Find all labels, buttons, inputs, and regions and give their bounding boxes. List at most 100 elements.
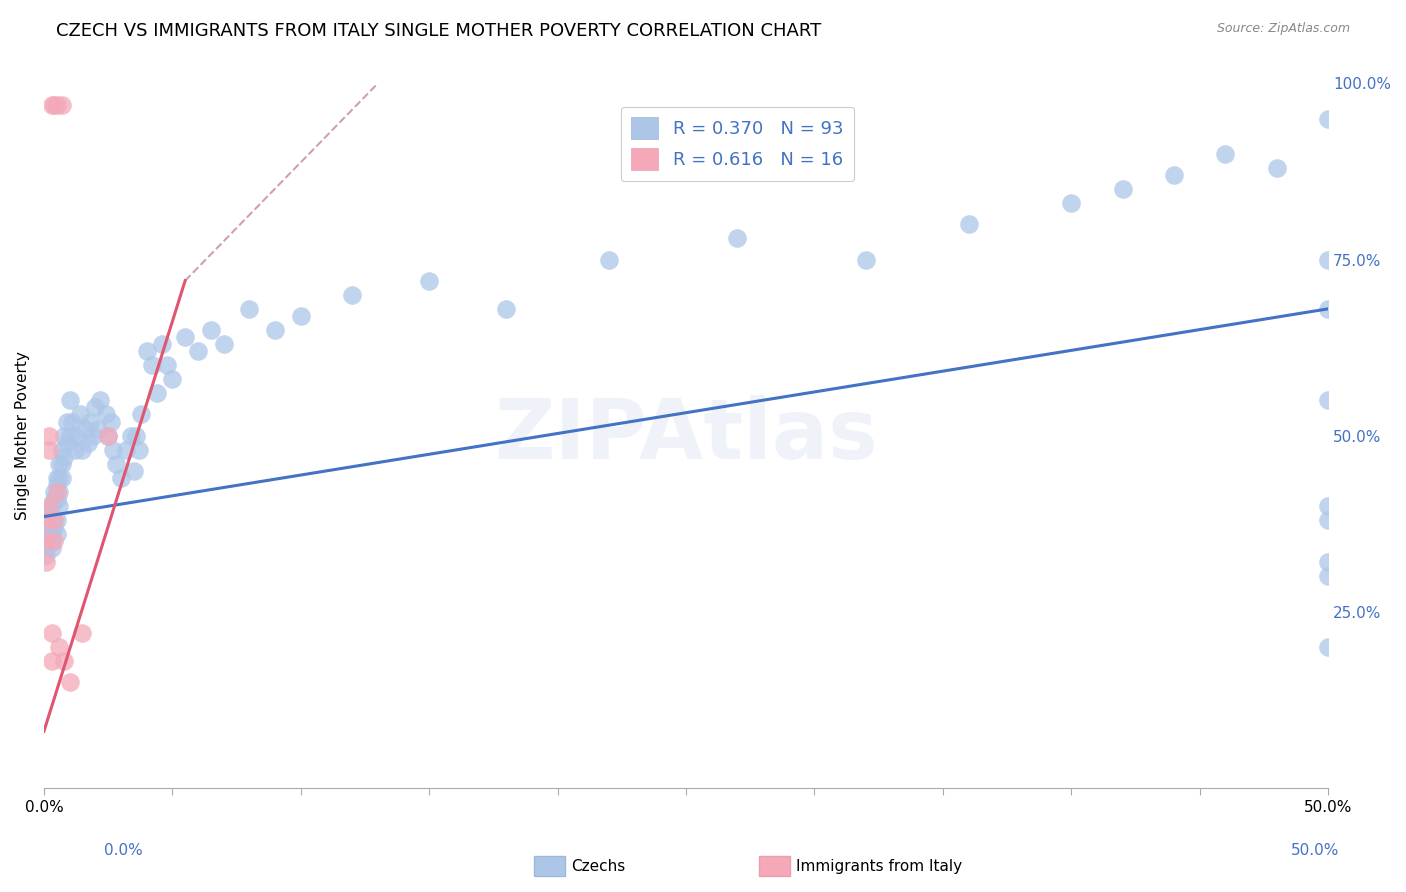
Point — [44, 513, 66, 527]
Point — [35, 549, 58, 563]
Point — [200, 323, 222, 337]
Point — [41, 499, 63, 513]
Point — [162, 372, 184, 386]
Point — [45, 471, 67, 485]
Point — [1317, 555, 1340, 569]
Point — [87, 421, 110, 435]
Point — [63, 442, 86, 457]
Point — [1215, 147, 1237, 161]
Point — [60, 415, 83, 429]
Point — [41, 625, 63, 640]
Point — [66, 428, 89, 442]
Point — [89, 393, 111, 408]
Point — [100, 415, 122, 429]
Point — [855, 252, 877, 267]
Point — [58, 675, 80, 690]
Point — [187, 344, 209, 359]
Point — [56, 415, 79, 429]
Point — [35, 541, 58, 556]
Text: 0.0%: 0.0% — [104, 843, 143, 858]
Point — [35, 527, 58, 541]
Point — [1317, 301, 1340, 316]
Point — [135, 344, 157, 359]
Point — [53, 654, 76, 668]
Point — [340, 287, 363, 301]
Point — [41, 534, 63, 549]
Point — [41, 541, 63, 556]
Point — [44, 97, 66, 112]
Point — [131, 408, 153, 422]
Point — [1317, 569, 1340, 583]
Point — [48, 499, 70, 513]
Point — [264, 323, 287, 337]
Text: Czechs: Czechs — [571, 859, 626, 873]
Point — [38, 520, 60, 534]
Point — [35, 513, 58, 527]
Point — [48, 640, 70, 654]
Point — [110, 471, 132, 485]
Point — [103, 442, 125, 457]
Point — [1060, 196, 1083, 211]
Y-axis label: Single Mother Poverty: Single Mother Poverty — [15, 351, 30, 520]
Point — [38, 442, 60, 457]
Point — [58, 393, 80, 408]
Point — [35, 513, 58, 527]
Point — [97, 428, 120, 442]
Point — [104, 457, 127, 471]
Point — [53, 428, 76, 442]
Point — [418, 274, 440, 288]
Point — [174, 330, 197, 344]
Point — [35, 555, 58, 569]
Text: 50.0%: 50.0% — [1291, 843, 1339, 858]
Point — [38, 527, 60, 541]
Point — [115, 442, 138, 457]
Point — [212, 337, 235, 351]
Point — [48, 471, 70, 485]
Point — [45, 478, 67, 492]
Point — [1317, 393, 1340, 408]
Legend: R = 0.370   N = 93, R = 0.616   N = 16: R = 0.370 N = 93, R = 0.616 N = 16 — [620, 106, 855, 181]
Point — [1317, 112, 1340, 126]
Point — [69, 408, 91, 422]
Point — [1317, 499, 1340, 513]
Point — [957, 217, 980, 231]
Point — [150, 337, 173, 351]
Text: Immigrants from Italy: Immigrants from Italy — [796, 859, 962, 873]
Point — [38, 499, 60, 513]
Point — [53, 450, 76, 464]
Point — [1265, 161, 1288, 175]
Point — [51, 442, 73, 457]
Point — [45, 485, 67, 500]
Point — [146, 386, 169, 401]
Point — [45, 513, 67, 527]
Point — [1163, 168, 1185, 182]
Point — [598, 252, 620, 267]
Text: Source: ZipAtlas.com: Source: ZipAtlas.com — [1216, 22, 1350, 36]
Point — [120, 428, 142, 442]
Point — [51, 457, 73, 471]
Point — [45, 97, 67, 112]
Point — [51, 471, 73, 485]
Text: ZIPAtlas: ZIPAtlas — [494, 395, 877, 476]
Point — [73, 421, 96, 435]
Point — [122, 464, 145, 478]
Point — [97, 428, 120, 442]
Point — [128, 442, 150, 457]
Point — [94, 408, 117, 422]
Point — [41, 527, 63, 541]
Point — [72, 625, 94, 640]
Point — [1317, 252, 1340, 267]
Point — [44, 485, 66, 500]
Point — [48, 485, 70, 500]
Point — [82, 428, 104, 442]
Point — [76, 435, 98, 450]
Point — [44, 520, 66, 534]
Point — [125, 428, 148, 442]
Point — [45, 491, 67, 506]
Point — [72, 442, 94, 457]
Point — [238, 301, 260, 316]
Point — [84, 401, 107, 415]
Point — [45, 527, 67, 541]
Point — [56, 435, 79, 450]
Point — [35, 534, 58, 549]
